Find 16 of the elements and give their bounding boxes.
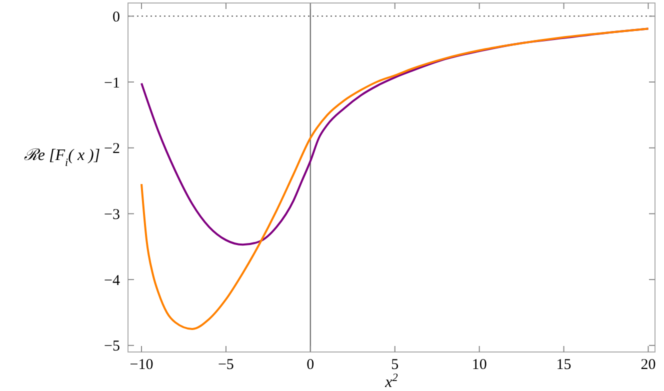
line-series — [140, 28, 650, 330]
y-tick-label: −3 — [104, 206, 120, 223]
y-axis-title: ℛe [F$_{i}$( x )] — [24, 147, 100, 169]
x-tick-label: 0 — [306, 357, 314, 373]
x-tick-label: 15 — [556, 357, 572, 373]
y-tick-label: 0 — [112, 9, 120, 26]
x-tick-label: 20 — [640, 357, 656, 373]
y-tick-label: −5 — [104, 338, 120, 355]
x-tick-label: 5 — [391, 357, 399, 373]
x-tick-label: −10 — [130, 357, 154, 373]
x-tick-label: −5 — [218, 357, 234, 373]
x-tick-label: 10 — [472, 357, 487, 373]
x-axis-title: x$^{2}$ — [384, 372, 398, 391]
y-tick-label: −1 — [104, 75, 120, 92]
y-tick-label: −2 — [104, 141, 120, 158]
y-tick-label: −4 — [104, 272, 120, 289]
